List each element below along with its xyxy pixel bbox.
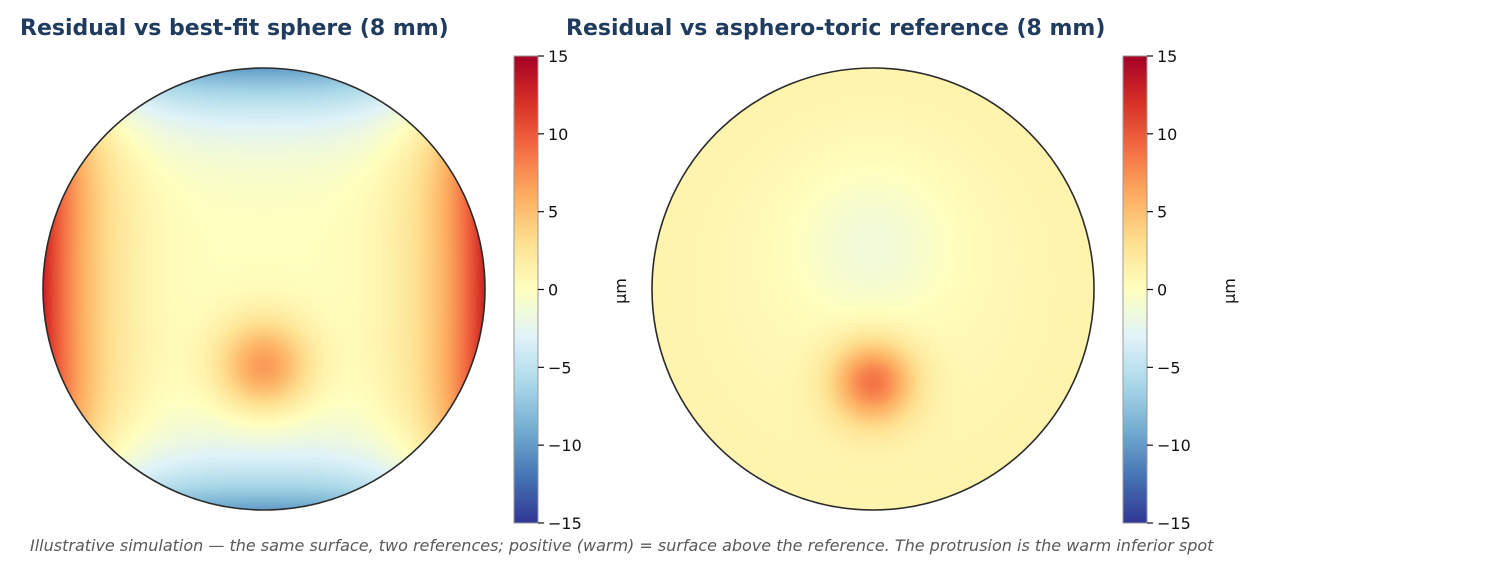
left-panel-title: Residual vs best-fit sphere (8 mm) — [20, 16, 449, 41]
right-panel-title: Residual vs asphero-toric reference (8 m… — [566, 16, 1106, 41]
right-residual-map — [651, 67, 1095, 511]
left-map-image — [43, 68, 485, 510]
left-map-boundary — [42, 67, 486, 511]
left-colorbar-tick-label: −15 — [548, 514, 582, 533]
right-colorbar-tick-label: −15 — [1157, 514, 1191, 533]
right-colorbar: µm 15 10 5 0 −5 −10 −15 — [1122, 47, 1239, 533]
right-colorbar-tick-label: 15 — [1157, 47, 1177, 66]
right-map-image — [652, 68, 1094, 510]
left-colorbar-tick-label: −5 — [548, 358, 572, 377]
right-colorbar-tick-label: −5 — [1157, 358, 1181, 377]
right-colorbar-tick-label: 10 — [1157, 125, 1177, 144]
right-colorbar-gradient — [1122, 55, 1148, 524]
left-colorbar-tick-label: 15 — [548, 47, 568, 66]
right-colorbar-label: µm — [1220, 278, 1239, 304]
right-colorbar-tick-label: −10 — [1157, 436, 1191, 455]
right-colorbar-tick-label: 0 — [1157, 281, 1167, 300]
left-colorbar-gradient — [513, 55, 539, 524]
left-colorbar: µm 15 10 5 0 −5 −10 −15 — [513, 47, 630, 533]
left-residual-map — [42, 67, 486, 511]
left-colorbar-tick-label: −10 — [548, 436, 582, 455]
left-colorbar-tick-label: 10 — [548, 125, 568, 144]
right-colorbar-tick-label: 5 — [1157, 203, 1167, 222]
left-colorbar-tick-label: 5 — [548, 203, 558, 222]
left-colorbar-label: µm — [611, 278, 630, 304]
left-colorbar-tick-label: 0 — [548, 281, 558, 300]
right-map-boundary — [651, 67, 1095, 511]
figure-caption: Illustrative simulation — the same surfa… — [30, 536, 1214, 555]
